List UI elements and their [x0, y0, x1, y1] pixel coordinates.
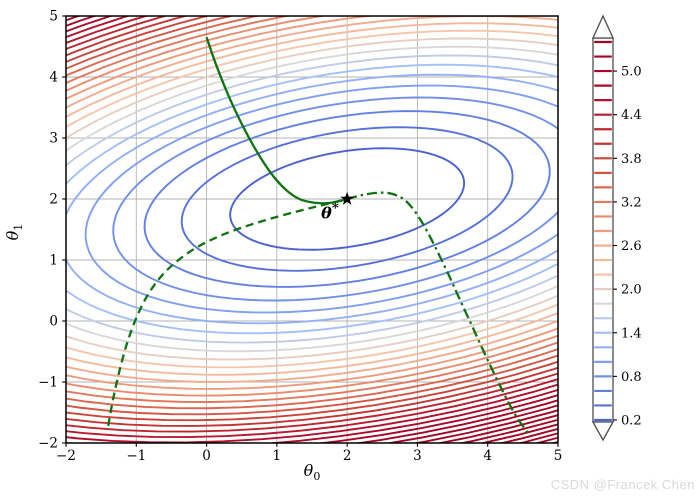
- y-tick-label: 0: [49, 314, 58, 330]
- colorbar-tick-label: 4.4: [621, 108, 642, 123]
- colorbar-extend-lower: [591, 421, 615, 442]
- contour-line: [66, 37, 558, 361]
- x-axis-label-sub: 0: [313, 470, 321, 484]
- optimum-star-marker: [340, 191, 354, 205]
- x-axis-label-base: θ: [303, 461, 314, 480]
- x-tick-label: 0: [202, 448, 211, 464]
- theta-star-label-base: θ: [321, 203, 332, 223]
- colorbar-tick-label: 0.8: [621, 370, 642, 385]
- y-tick-label: 3: [49, 131, 58, 147]
- contour-line: [66, 16, 558, 383]
- contour-line: [66, 54, 558, 344]
- x-tick-label: 1: [273, 448, 282, 464]
- contour-line: [66, 73, 558, 325]
- x-tick-label: 5: [554, 448, 563, 464]
- y-tick-label: −1: [38, 375, 58, 391]
- contour-line: [66, 63, 558, 335]
- y-axis-label: θ1: [3, 182, 25, 282]
- contour-line: [112, 96, 558, 302]
- contour-line: [143, 110, 551, 288]
- y-tick-label: −2: [38, 436, 58, 452]
- contour-line: [229, 147, 466, 251]
- contour-line: [66, 29, 558, 369]
- y-tick-label: 5: [49, 9, 58, 25]
- x-tick-label: 4: [483, 448, 492, 464]
- trajectory-dashed: [107, 197, 348, 427]
- y-tick-label: 4: [49, 70, 58, 86]
- x-tick-label: −2: [56, 448, 76, 464]
- colorbar-tick-label: 2.6: [621, 239, 642, 254]
- colorbar-tick-label: 2.0: [621, 283, 642, 298]
- y-axis-label-base: θ: [2, 230, 22, 241]
- colorbar-tick-label: 1.4: [621, 326, 642, 341]
- axes-spines: [65, 15, 559, 444]
- y-tick-label: 1: [49, 253, 58, 269]
- contour-line: [84, 84, 558, 314]
- y-tick-label: 2: [49, 192, 58, 208]
- colorbar-tick-label: 5.0: [621, 65, 642, 80]
- trajectory-solid: [205, 36, 348, 205]
- x-tick-label: 3: [413, 448, 422, 464]
- colorbar-extend-upper: [591, 14, 615, 39]
- colorbar-tick-label: 3.8: [621, 152, 642, 167]
- x-tick-label: 2: [343, 448, 352, 464]
- contour-line: [180, 126, 514, 272]
- contour-line: [66, 22, 558, 376]
- theta-star-label-sup: *: [331, 200, 339, 216]
- colorbar-tick-label: 0.2: [621, 414, 642, 429]
- y-axis-label-sub: 1: [12, 223, 26, 231]
- theta-star-label: θ*: [300, 200, 360, 222]
- x-tick-label: −1: [126, 448, 146, 464]
- contour-line: [66, 45, 558, 353]
- x-axis-label: θ0: [262, 461, 362, 483]
- watermark: CSDN @Francek Chen: [550, 477, 695, 492]
- colorbar-tick-label: 3.2: [621, 195, 642, 210]
